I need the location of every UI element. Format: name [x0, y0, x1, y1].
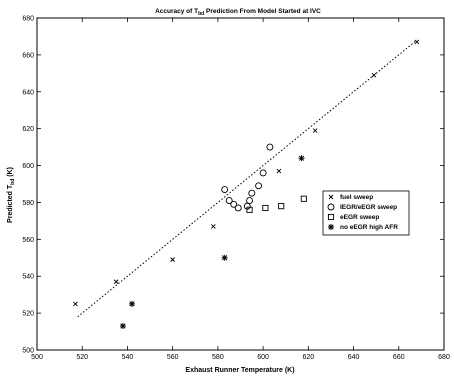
point-star-3 — [221, 254, 228, 261]
fit-line — [77, 39, 418, 318]
legend-label: eEGR sweep — [340, 214, 379, 221]
plot-frame — [36, 17, 445, 351]
y-tick-label: 580 — [22, 200, 34, 207]
point-circle-1 — [225, 197, 233, 205]
x-tick-label: 640 — [348, 354, 360, 361]
x-axis-title: Exhaust Runner Temperature (K) — [185, 367, 294, 374]
x-tick-label: 660 — [393, 354, 405, 361]
y-tick-label: 540 — [22, 274, 34, 281]
y-tick-label: 620 — [22, 126, 34, 133]
legend-label: fuel sweep — [340, 194, 373, 201]
point-x-0 — [73, 301, 78, 307]
legend-label: IEGR/eEGR sweep — [340, 204, 397, 211]
point-x-0 — [371, 72, 377, 78]
point-circle-1 — [266, 143, 274, 151]
plot-axes: 500 520 540 560 580 600 620 640 660 680 500 520 540 5… — [22, 16, 450, 362]
legend-marker-star — [328, 224, 334, 230]
x-tick-label: 620 — [302, 354, 314, 361]
x-tick-label: 540 — [122, 354, 134, 361]
point-square-2 — [246, 206, 253, 213]
point-x-0 — [170, 257, 175, 262]
point-circle-1 — [234, 204, 242, 212]
point-x-0 — [276, 168, 282, 174]
legend: fuel sweep IEGR/eEGR sweep eEGR sweep no eE… — [322, 190, 410, 236]
y-tick-label: 520 — [22, 311, 34, 318]
chart-title: Accuracy of Tbd Prediction From Model St… — [155, 8, 321, 17]
point-circle-1 — [255, 182, 263, 190]
y-axis-title: Predicted Tbd (K) — [7, 167, 16, 223]
legend-marker-x — [328, 194, 334, 200]
point-circle-1 — [246, 197, 253, 205]
y-tick-label: 660 — [22, 52, 34, 59]
legend-box — [322, 190, 410, 236]
point-star-3 — [119, 323, 126, 330]
data-points — [73, 39, 420, 330]
x-tick-label: 520 — [76, 354, 88, 361]
legend-label: no eEGR high AFR — [340, 224, 398, 231]
point-circle-1 — [221, 186, 229, 193]
point-circle-1 — [259, 169, 267, 177]
fit-line-group — [77, 39, 418, 318]
point-x-0 — [113, 279, 119, 285]
point-circle-1 — [248, 189, 256, 197]
x-tick-label: 600 — [257, 354, 269, 361]
x-tick-label: 580 — [212, 354, 224, 361]
point-x-0 — [211, 224, 216, 229]
x-tick-label: 500 — [31, 354, 43, 361]
point-square-2 — [300, 195, 307, 202]
y-tick-label: 560 — [22, 237, 34, 244]
point-square-2 — [262, 204, 269, 212]
point-star-3 — [128, 300, 135, 307]
y-tick-label: 600 — [22, 163, 34, 170]
x-tick-label: 560 — [167, 354, 179, 361]
point-star-3 — [298, 155, 305, 162]
legend-marker-circle — [327, 203, 335, 211]
legend-marker-square — [327, 213, 335, 221]
point-square-2 — [278, 203, 285, 210]
point-x-0 — [312, 128, 318, 133]
y-tick-label: 640 — [22, 89, 34, 96]
point-circle-1 — [230, 200, 238, 208]
y-tick-label: 500 — [22, 348, 34, 355]
point-x-0 — [414, 39, 420, 45]
y-tick-label: 680 — [22, 16, 34, 23]
x-tick-label: 680 — [438, 354, 450, 361]
